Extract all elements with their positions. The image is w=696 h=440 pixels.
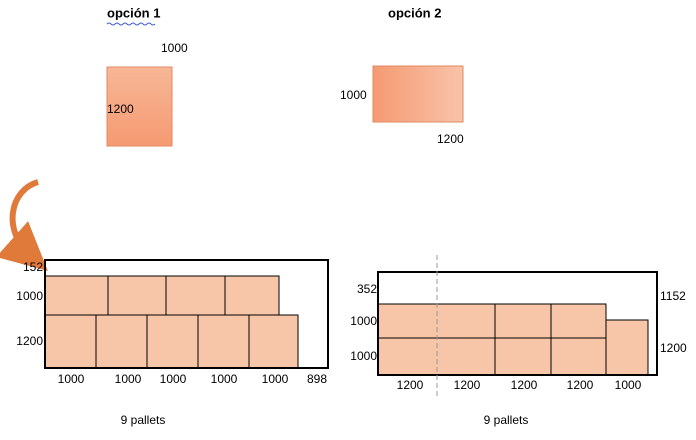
pallet-cell <box>95 314 148 369</box>
spell-underline <box>106 22 156 26</box>
pallet-cell <box>44 314 97 369</box>
pallet <box>106 66 173 147</box>
dimension-label: 1200 <box>16 334 43 348</box>
pallet-cell <box>165 275 226 316</box>
pallet-cell <box>550 303 607 339</box>
dimension-label: 898 <box>307 372 327 386</box>
pallet-cell <box>494 303 552 339</box>
caption: 9 pallets <box>484 413 529 427</box>
pallet-cell <box>224 275 280 316</box>
pallet-cell <box>605 319 649 376</box>
dimension-label: 1000 <box>350 349 377 363</box>
pallet-cell <box>107 275 167 316</box>
dimension-label: 1200 <box>660 341 687 355</box>
layout <box>377 255 658 396</box>
dimension-label: 1000 <box>350 314 377 328</box>
option-title: opción 1 <box>107 5 160 20</box>
layout <box>44 259 329 369</box>
dimension-label: 1000 <box>160 372 187 386</box>
pallet-cell <box>248 314 299 369</box>
dimension-label: 1000 <box>615 378 642 392</box>
dimension-label: 1000 <box>58 372 85 386</box>
caption: 9 pallets <box>121 413 166 427</box>
pallet-cell <box>146 314 199 369</box>
truck-outline <box>44 259 329 369</box>
pallet-cell <box>44 275 109 316</box>
labels: 352 1000 1000 1152 1200 1200 1200 1200 1200 1000 <box>350 282 687 392</box>
labels: 152 1000 1200 1000 1000 1000 1000 1000 898 <box>16 260 327 386</box>
dimension-label: 1152 <box>660 289 686 303</box>
dimension-label: 1000 <box>211 372 238 386</box>
dimension-label: 1200 <box>107 102 134 116</box>
dimension-label: 1000 <box>340 88 367 102</box>
dimension-label: 1200 <box>397 378 424 392</box>
dimension-label: 1000 <box>16 289 43 303</box>
arrow <box>0 179 48 272</box>
dimension-label: 152 <box>23 260 43 274</box>
dimension-label: 1200 <box>511 378 538 392</box>
dimension-label: 1200 <box>454 378 481 392</box>
pallet-cell <box>550 337 607 376</box>
dimension-label: 352 <box>357 282 377 296</box>
pallet-cell <box>197 314 250 369</box>
truck-outline <box>377 271 658 376</box>
option-title: opción 2 <box>388 5 441 20</box>
pallet <box>372 65 464 123</box>
dimension-label: 1000 <box>161 41 188 55</box>
pallet-cell <box>494 337 552 376</box>
dimension-label: 1000 <box>115 372 142 386</box>
dimension-label: 1200 <box>437 132 464 146</box>
dimension-label: 1200 <box>567 378 594 392</box>
dimension-label: 1000 <box>262 372 289 386</box>
